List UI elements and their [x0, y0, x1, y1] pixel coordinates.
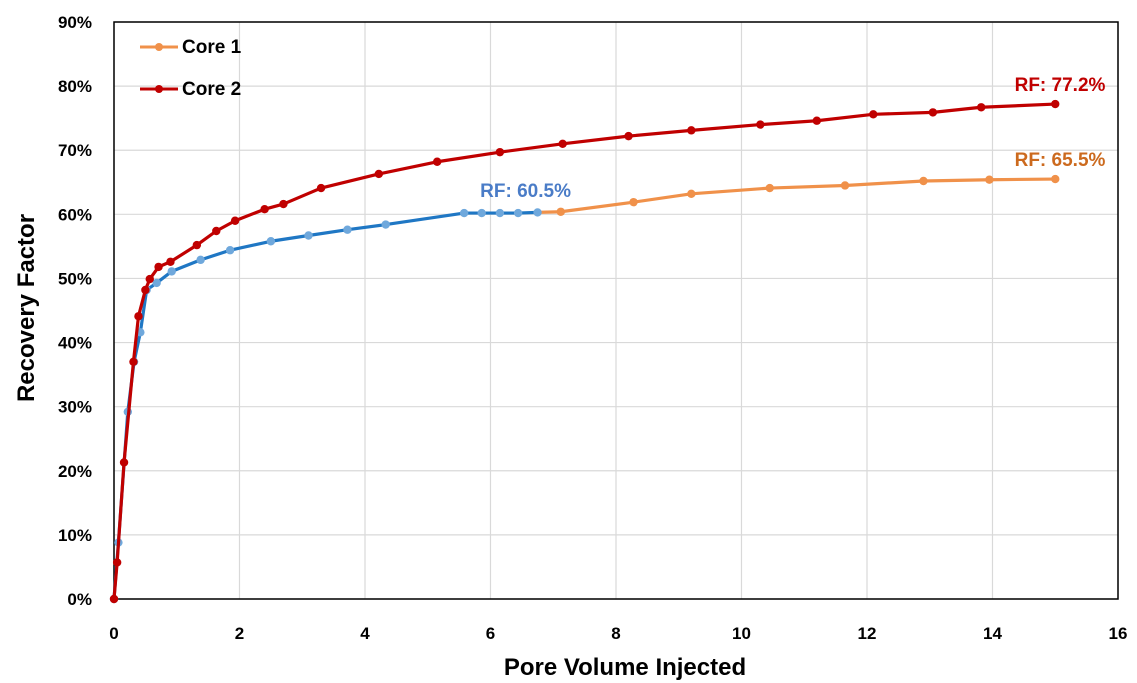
y-tick-label: 40%: [58, 334, 92, 353]
data-point-core-2: [279, 199, 288, 209]
data-point-core-2: [154, 262, 163, 272]
data-point-core-2: [212, 226, 221, 236]
data-point-core-2: [119, 458, 129, 467]
data-point-core-2: [141, 285, 150, 295]
data-point-core-1: [1051, 174, 1060, 184]
data-point-core-2: [230, 216, 240, 225]
data-point-core-1: [985, 175, 994, 184]
x-tick-label: 10: [732, 624, 751, 643]
annotation-layer: RF: 60.5% RF: 65.5% RF: 77.2%: [480, 75, 1105, 202]
data-point-core-2: [928, 108, 938, 117]
data-point-core-2: [495, 147, 505, 157]
data-point-core-2: [109, 594, 119, 604]
x-tick-label: 16: [1109, 624, 1128, 643]
series-layer: [109, 99, 1060, 604]
data-point-core-2: [558, 139, 567, 149]
data-point-core-2: [977, 103, 986, 112]
data-point-core-2: [624, 131, 633, 141]
data-point-core-1: [919, 176, 928, 186]
x-tick-label: 2: [235, 624, 244, 643]
data-point-core-1: [629, 197, 638, 207]
data-point-core-1: [687, 189, 696, 199]
data-point-core-2: [260, 205, 269, 214]
data-point-core-1: [533, 208, 542, 217]
data-point-core-1: [840, 181, 850, 190]
data-point-core-2: [192, 240, 202, 250]
legend-label-core-2: Core 2: [182, 79, 241, 100]
y-tick-label: 70%: [58, 141, 92, 160]
data-point-core-2: [869, 110, 878, 119]
y-tick-label: 10%: [58, 526, 92, 545]
x-axis-ticks: 0 2 4 6 8 10 12 14 16: [109, 624, 1127, 643]
data-point-core-2: [145, 274, 154, 284]
legend-label-core-1: Core 1: [182, 37, 242, 58]
data-point-core-2: [687, 126, 696, 135]
legend-marker-core-2: [155, 85, 163, 93]
x-tick-label: 8: [611, 624, 620, 643]
y-tick-label: 20%: [58, 462, 92, 481]
y-tick-label: 60%: [58, 205, 92, 224]
legend: Core 1 Core 2: [140, 37, 242, 100]
plot-frame: [113, 21, 1119, 600]
y-tick-label: 30%: [58, 398, 92, 417]
data-point-core-2: [129, 357, 138, 366]
y-tick-label: 80%: [58, 77, 92, 96]
data-point-core-2: [374, 169, 384, 179]
x-tick-label: 14: [983, 624, 1002, 643]
data-point-core-2: [134, 312, 143, 321]
data-point-core-1: [343, 225, 352, 234]
data-point-core-2: [812, 116, 821, 125]
legend-marker-core-1: [155, 43, 163, 51]
x-tick-label: 6: [486, 624, 495, 643]
data-point-core-1: [152, 278, 161, 288]
data-point-core-1: [556, 207, 565, 216]
data-point-core-1: [266, 237, 276, 246]
x-tick-label: 12: [858, 624, 877, 643]
data-point-core-1: [477, 208, 486, 218]
x-axis-title: Pore Volume Injected: [504, 654, 746, 681]
data-point-core-2: [756, 120, 765, 129]
data-point-core-2: [112, 558, 122, 567]
data-point-core-2: [166, 257, 175, 266]
data-point-core-1: [225, 246, 235, 255]
x-tick-label: 4: [360, 624, 370, 643]
data-point-core-1: [381, 220, 390, 229]
data-point-core-2: [1051, 99, 1060, 109]
data-point-core-1: [304, 231, 313, 240]
data-point-core-1: [495, 208, 505, 218]
data-point-core-1: [167, 267, 176, 276]
y-axis-title: Recovery Factor: [13, 214, 40, 402]
y-axis-ticks: 0% 10% 20% 30% 40% 50% 60% 70% 80% 90%: [58, 13, 92, 609]
grid: [113, 21, 1119, 600]
data-point-core-2: [316, 183, 326, 193]
annotation-label: RF: 77.2%: [1015, 75, 1106, 96]
data-point-core-1: [196, 255, 205, 265]
data-point-core-1: [765, 183, 774, 193]
y-tick-label: 90%: [58, 13, 92, 32]
data-point-core-1: [513, 208, 523, 218]
data-point-core-1: [459, 208, 469, 218]
y-tick-label: 0%: [67, 590, 92, 609]
annotation-label: RF: 60.5%: [480, 181, 571, 202]
annotation-label: RF: 65.5%: [1015, 150, 1106, 171]
x-tick-label: 0: [109, 624, 118, 643]
data-point-core-2: [432, 157, 442, 166]
y-tick-label: 50%: [58, 269, 92, 288]
